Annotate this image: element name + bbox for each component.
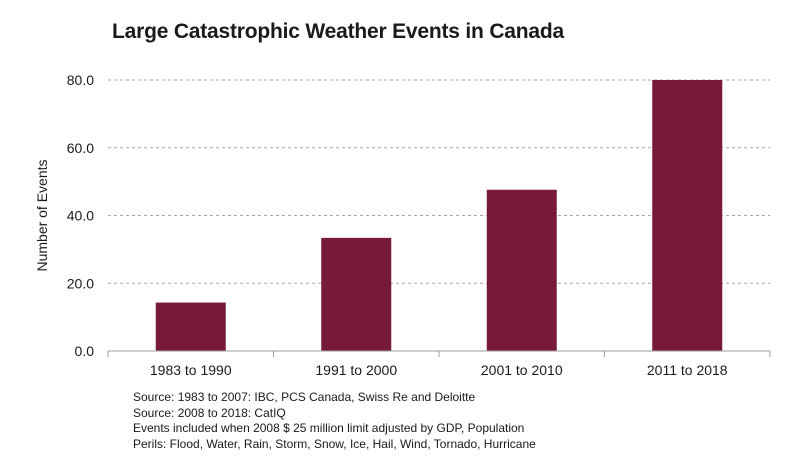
y-tick-label: 20.0 [67,275,94,291]
footnote-line: Events included when 2008 $ 25 million l… [133,421,525,435]
y-axis-label: Number of Events [34,159,50,271]
bar [321,237,392,351]
y-tick-label: 60.0 [67,140,94,156]
bar [486,189,557,351]
chart-title: Large Catastrophic Weather Events in Can… [112,20,564,43]
y-tick-label: 0.0 [75,343,95,359]
x-tick-label: 2011 to 2018 [647,362,728,378]
bar [652,80,723,351]
y-tick-label: 80.0 [67,72,94,88]
x-tick-label: 1991 to 2000 [315,362,397,378]
bar [155,302,226,351]
footnotes: Source: 1983 to 2007: IBC, PCS Canada, S… [133,390,536,452]
x-tick-label: 2001 to 2010 [481,362,563,378]
y-tick-label: 40.0 [67,208,94,224]
footnote-line: Perils: Flood, Water, Rain, Storm, Snow,… [133,436,536,451]
footnote-line: Source: 2008 to 2018: CatIQ [133,405,286,420]
x-tick-label: 1983 to 1990 [150,362,232,378]
footnote-line: Source: 1983 to 2007: IBC, PCS Canada, S… [133,390,476,404]
